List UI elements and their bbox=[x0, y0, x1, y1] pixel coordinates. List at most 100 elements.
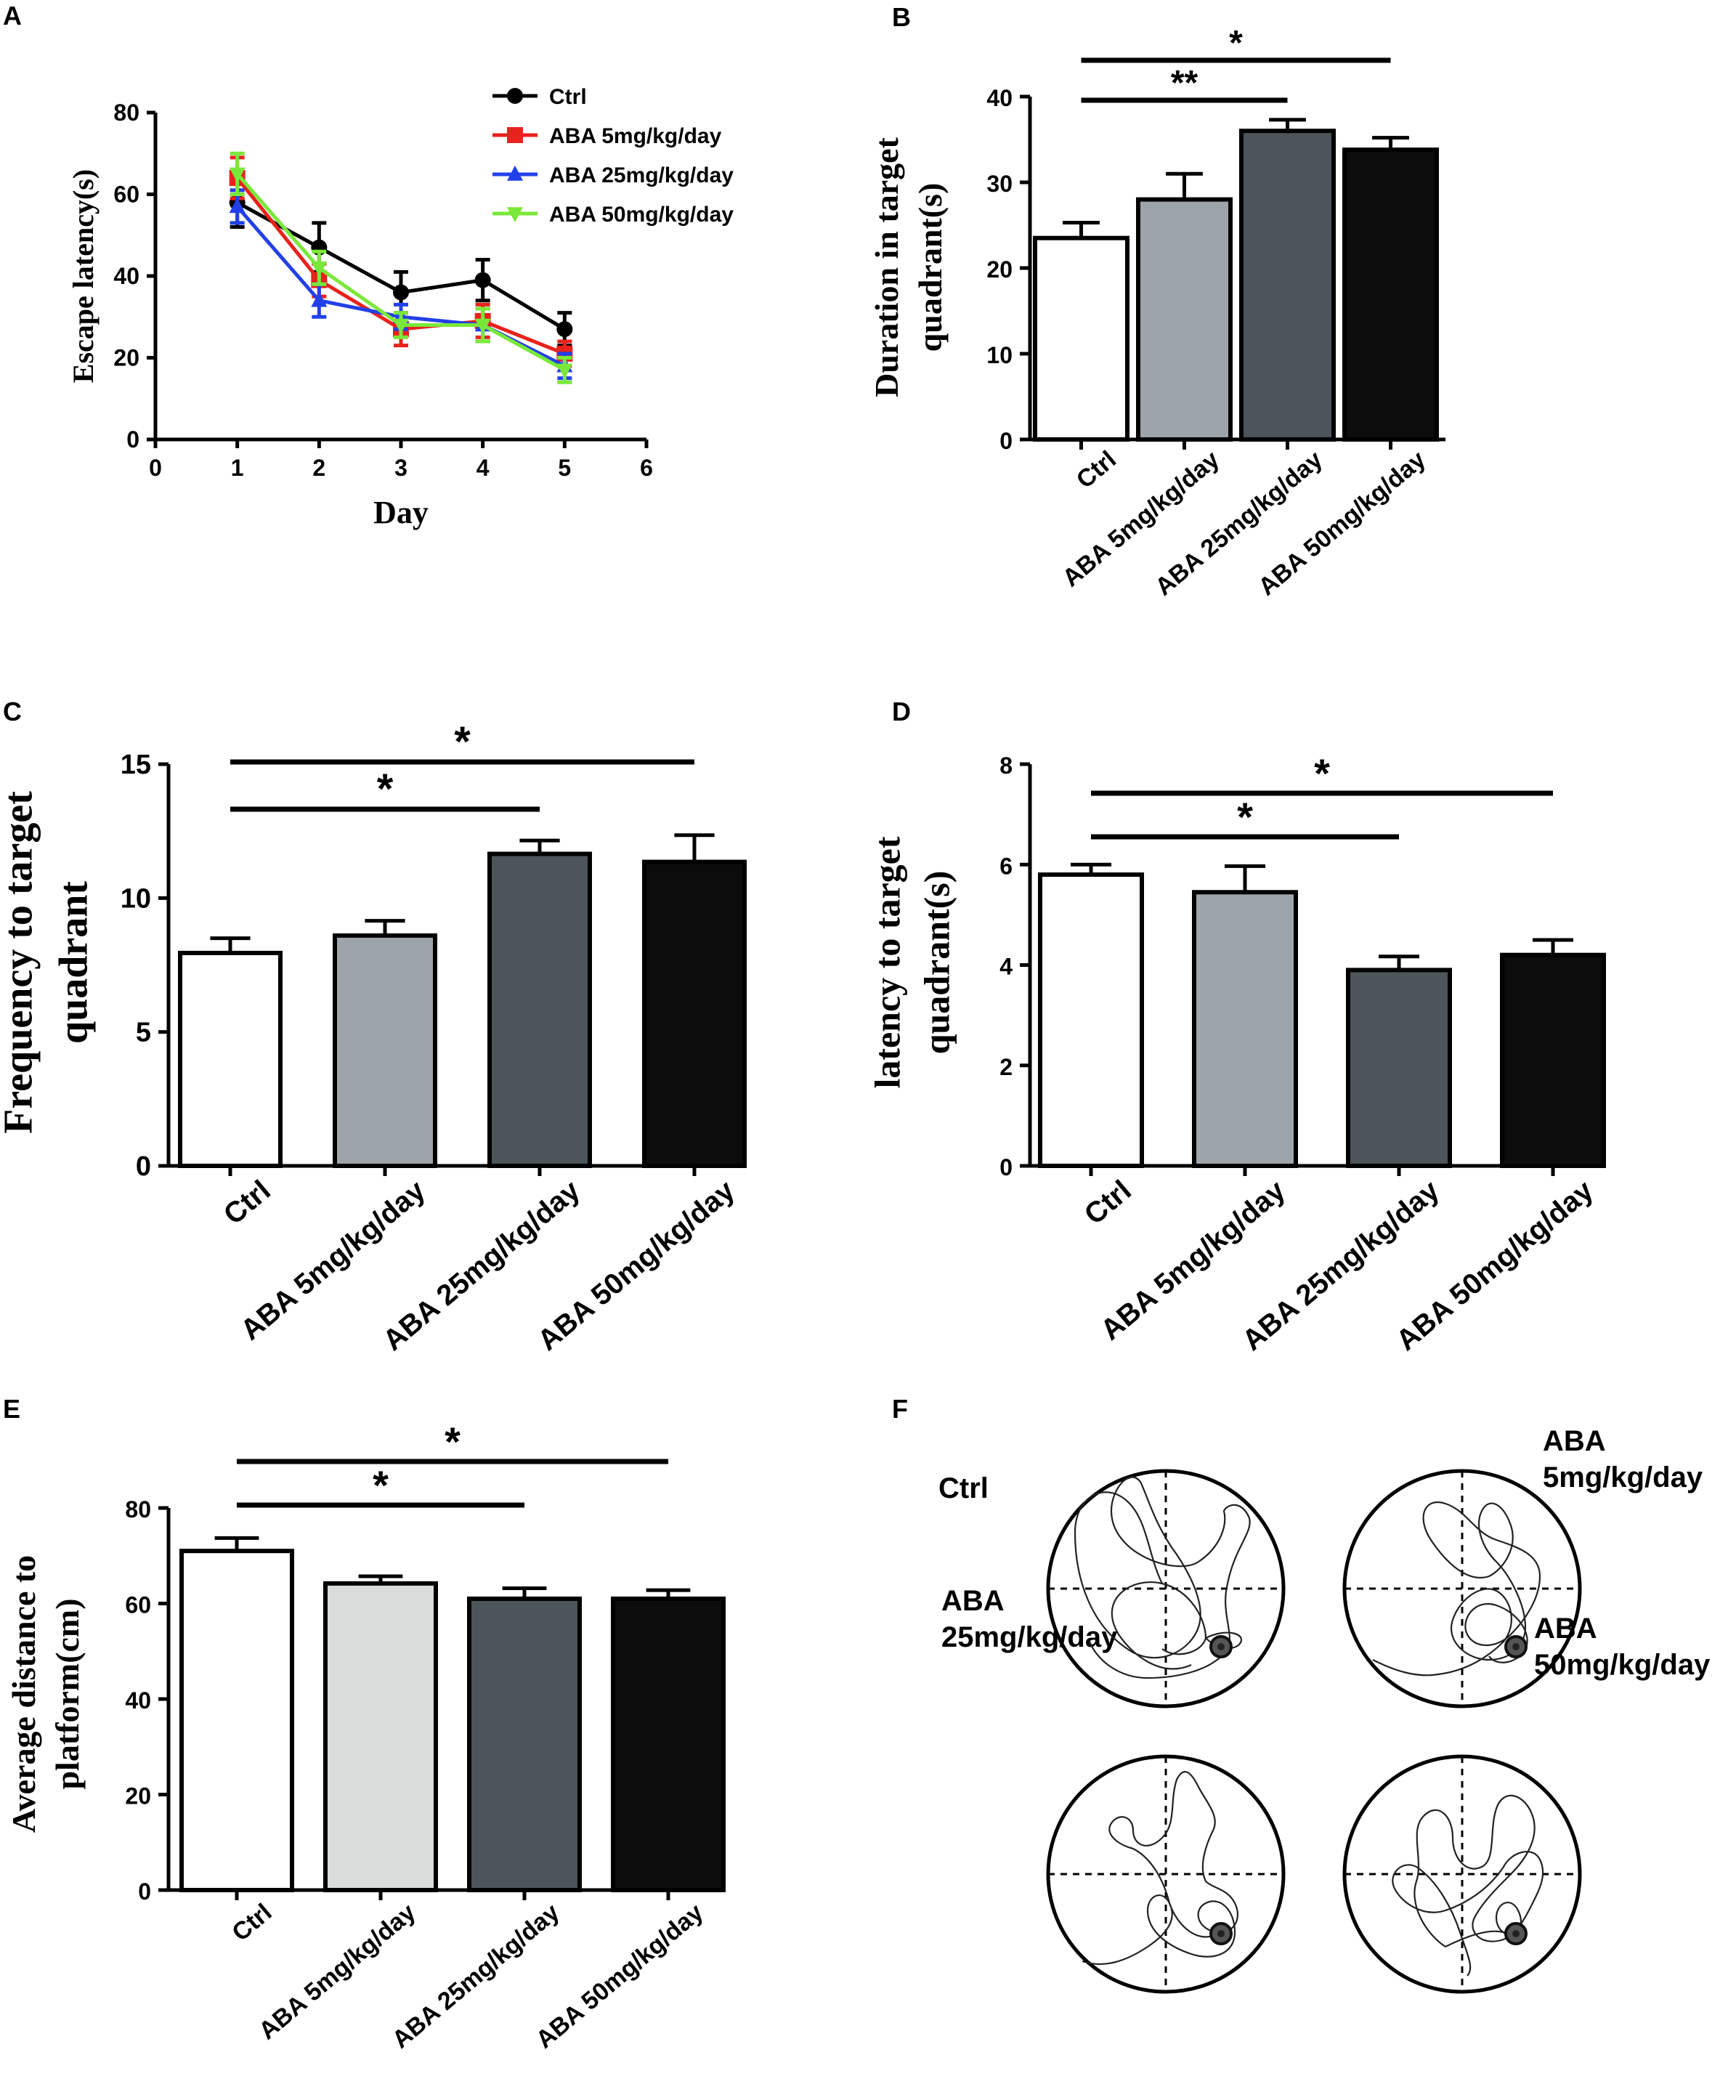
y-axis-label-line: Duration in target bbox=[868, 137, 905, 397]
y-tick-label: 15 bbox=[121, 750, 151, 780]
trackmap-label-aba50: ABA 50mg/kg/day bbox=[1534, 1613, 1711, 1681]
significance-marker: * bbox=[454, 718, 471, 766]
bar-3 bbox=[1239, 129, 1336, 442]
trackmap-aba50 bbox=[1342, 1754, 1582, 1994]
panel-letter-a: A bbox=[3, 1, 22, 31]
x-category-label: ABA 5mg/kg/day bbox=[253, 1898, 421, 2045]
significance-marker: ** bbox=[1171, 64, 1198, 102]
y-tick-label: 5 bbox=[136, 1018, 151, 1048]
y-tick-label: 2 bbox=[999, 1054, 1013, 1080]
x-tick-label: 1 bbox=[231, 455, 244, 481]
platform-center bbox=[1512, 1930, 1520, 1937]
y-axis-label: Average distance to platform(cm) bbox=[5, 1555, 86, 1833]
swim-path bbox=[1392, 1794, 1544, 1977]
legend-marker bbox=[507, 207, 523, 223]
panel-letter-b: B bbox=[892, 2, 911, 32]
trackmap-label-ctrl: Ctrl bbox=[938, 1472, 989, 1504]
significance-marker: * bbox=[1229, 24, 1243, 62]
data-point bbox=[311, 291, 328, 307]
bar-2 bbox=[323, 1581, 438, 1892]
y-axis-label: Frequency to target quadrant bbox=[0, 791, 97, 1134]
trackmap-aba25 bbox=[1046, 1754, 1286, 1994]
bar-4 bbox=[642, 859, 747, 1169]
data-point bbox=[556, 321, 573, 338]
trackmap-aba5 bbox=[1342, 1469, 1582, 1708]
bar-3 bbox=[467, 1596, 582, 1893]
panel-letter-e: E bbox=[3, 1394, 20, 1424]
panel-letter-c: C bbox=[3, 697, 22, 726]
trackmap-ctrl bbox=[1046, 1469, 1286, 1708]
y-axis-label-line: platform(cm) bbox=[49, 1598, 86, 1789]
legend-label: ABA 5mg/kg/day bbox=[549, 124, 722, 148]
legend-label: ABA 50mg/kg/day bbox=[549, 203, 734, 227]
bar-3 bbox=[1346, 968, 1452, 1168]
x-category-label: Ctrl bbox=[1071, 445, 1121, 494]
platform-center bbox=[1217, 1930, 1225, 1937]
y-tick-label: 0 bbox=[999, 1154, 1013, 1180]
bar-4 bbox=[611, 1596, 726, 1893]
y-axis-label-line: Average distance to bbox=[5, 1555, 42, 1833]
y-tick-label: 4 bbox=[999, 954, 1013, 980]
x-tick-label: 5 bbox=[558, 455, 571, 481]
significance-marker: * bbox=[1314, 750, 1330, 796]
panel-letter-d: D bbox=[892, 697, 911, 726]
bar-2 bbox=[1192, 890, 1298, 1169]
bar-2 bbox=[333, 933, 437, 1168]
track-maps: Ctrl ABA 5mg/kg/day ABA 25mg/kg/day ABA 50m… bbox=[938, 1425, 1711, 1994]
y-tick-label: 20 bbox=[125, 1783, 151, 1809]
y-tick-label: 0 bbox=[126, 426, 139, 453]
bar-3 bbox=[487, 851, 592, 1168]
bar-2 bbox=[1136, 197, 1233, 442]
x-category-label: Ctrl bbox=[218, 1175, 277, 1231]
data-point bbox=[474, 272, 491, 288]
significance-marker: * bbox=[445, 1419, 461, 1464]
y-axis-label: Escape latency(s) bbox=[67, 169, 100, 383]
y-axis-label: Duration in target quadrant(s) bbox=[868, 137, 949, 397]
y-tick-label: 10 bbox=[121, 883, 151, 914]
y-tick-label: 60 bbox=[113, 182, 139, 208]
trackmap-label-aba25: ABA 25mg/kg/day bbox=[941, 1585, 1118, 1653]
y-tick-label: 0 bbox=[136, 1151, 151, 1182]
y-tick-label: 20 bbox=[986, 256, 1013, 283]
data-point bbox=[229, 198, 246, 214]
y-axis-label-line: quadrant(s) bbox=[917, 871, 957, 1055]
x-category-label: Ctrl bbox=[227, 1898, 277, 1947]
legend-marker bbox=[507, 88, 523, 104]
y-axis-label-line: Frequency to target bbox=[0, 791, 41, 1134]
y-tick-label: 40 bbox=[113, 263, 139, 289]
y-axis-label-line: quadrant bbox=[52, 881, 97, 1044]
x-category-label: ABA 25mg/kg/day bbox=[1150, 445, 1328, 601]
data-point bbox=[393, 318, 409, 334]
bar-1 bbox=[179, 1549, 294, 1893]
data-point bbox=[311, 261, 328, 277]
x-tick-label: 2 bbox=[312, 455, 325, 481]
legend-marker bbox=[507, 165, 523, 181]
x-tick-label: 6 bbox=[640, 455, 653, 481]
legend-label: Ctrl bbox=[549, 85, 587, 109]
y-tick-label: 0 bbox=[138, 1878, 151, 1905]
chart-a-escape-latency: 0 20 40 60 80 0 1 2 3 4 5 6 Day Escape latency(s) Ctrl… bbox=[67, 85, 734, 530]
y-tick-label: 40 bbox=[986, 85, 1013, 111]
legend-label: ABA 25mg/kg/day bbox=[549, 163, 734, 187]
trackmap-label-aba5: ABA 5mg/kg/day bbox=[1543, 1425, 1703, 1493]
y-tick-label: 40 bbox=[125, 1687, 151, 1714]
y-tick-label: 6 bbox=[999, 853, 1013, 879]
significance-marker: * bbox=[1237, 794, 1253, 840]
y-axis-label-line: latency to target bbox=[867, 836, 908, 1088]
y-axis-label-line: quadrant(s) bbox=[912, 183, 949, 352]
x-tick-label: 0 bbox=[149, 455, 162, 481]
x-category-label: ABA 50mg/kg/day bbox=[1253, 445, 1431, 601]
y-tick-label: 60 bbox=[125, 1592, 151, 1618]
y-tick-label: 8 bbox=[999, 753, 1013, 779]
y-tick-label: 0 bbox=[999, 428, 1013, 454]
bar-1 bbox=[178, 950, 283, 1169]
panel-letter-f: F bbox=[892, 1394, 908, 1424]
data-point bbox=[229, 167, 246, 183]
y-axis-label: latency to target quadrant(s) bbox=[867, 836, 957, 1088]
platform-center bbox=[1512, 1643, 1520, 1650]
y-tick-label: 20 bbox=[113, 345, 139, 371]
bar-4 bbox=[1342, 147, 1439, 442]
bar-4 bbox=[1500, 952, 1606, 1169]
